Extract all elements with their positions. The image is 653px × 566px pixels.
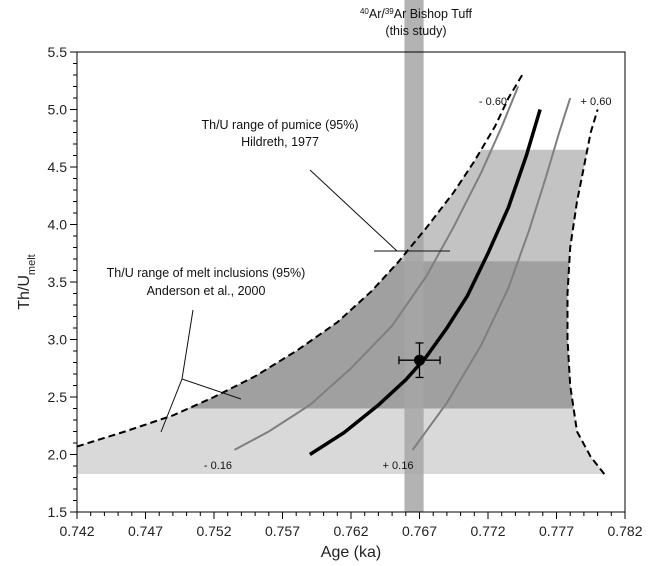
- data-point: [398, 342, 441, 379]
- pumice-label-line2: Hildreth, 1977: [241, 135, 319, 149]
- band-label-a: Ar/: [369, 7, 386, 21]
- y-tick-label: 4.5: [48, 159, 68, 175]
- vertical-band: [404, 0, 424, 512]
- y-tick-label: 3.0: [48, 332, 68, 348]
- x-tick-label: 0.762: [333, 523, 368, 539]
- band-label-line2: (this study): [385, 24, 446, 38]
- x-tick-label: 0.757: [265, 523, 300, 539]
- series-line-2: [308, 109, 542, 456]
- y-axis-title-sub: melt: [26, 254, 38, 275]
- series-line-3: [411, 97, 572, 451]
- y-axis-title-main: Th/U: [16, 275, 33, 310]
- series-lines: [77, 74, 606, 475]
- series-line-1: [234, 86, 520, 451]
- pumice-label-line1: Th/U range of pumice (95%): [201, 118, 358, 132]
- x-axis-title: Age (ka): [321, 544, 381, 561]
- vertical-band-rect: [404, 0, 424, 512]
- curve-label-minus060: - 0.60: [479, 96, 507, 108]
- y-tick-label: 2.0: [48, 447, 68, 463]
- curve-label-plus060: + 0.60: [581, 96, 612, 108]
- y-tick-label: 1.5: [48, 504, 68, 520]
- melt-label-line2: Anderson et al., 2000: [147, 284, 266, 298]
- band-label-sup1: 40: [360, 7, 369, 16]
- melt-leader-branch1: [160, 378, 183, 433]
- pumice-leader-line: [309, 169, 398, 252]
- x-tick-label: 0.782: [607, 523, 642, 539]
- melt-leader-stem: [181, 309, 194, 380]
- y-tick-label: 4.0: [48, 217, 68, 233]
- x-tick-label: 0.767: [402, 523, 437, 539]
- band-label-line1: 40Ar/39Ar Bishop Tuff: [360, 7, 473, 22]
- x-tick-label: 0.777: [539, 523, 574, 539]
- x-tick-label: 0.742: [59, 523, 94, 539]
- x-tick-label: 0.772: [470, 523, 505, 539]
- y-tick-label: 2.5: [48, 389, 68, 405]
- y-axis-title: Th/Umelt: [16, 254, 38, 309]
- melt-leader-branch2: [181, 378, 242, 400]
- y-tick-label: 5.5: [48, 44, 68, 60]
- series-line-4: [566, 109, 606, 475]
- band-label-sup2: 39: [385, 7, 394, 16]
- melt-label-line1: Th/U range of melt inclusions (95%): [107, 266, 306, 280]
- point-marker: [414, 354, 425, 366]
- x-tick-label: 0.747: [128, 523, 163, 539]
- y-tick-label: 5.0: [48, 102, 68, 118]
- band-label-b: Ar Bishop Tuff: [394, 7, 473, 21]
- x-tick-label: 0.752: [196, 523, 231, 539]
- series-line-0: [77, 74, 524, 448]
- annotations: Age (ka) Th/Umelt 40Ar/39Ar Bishop Tuff …: [16, 7, 611, 562]
- axes: 0.742 0.747 0.752 0.757 0.762 0.767 0.772 0.777…: [48, 44, 643, 539]
- curve-label-plus016: + 0.16: [383, 460, 414, 472]
- y-tick-label: 3.5: [48, 274, 68, 290]
- curve-label-minus016: - 0.16: [204, 460, 232, 472]
